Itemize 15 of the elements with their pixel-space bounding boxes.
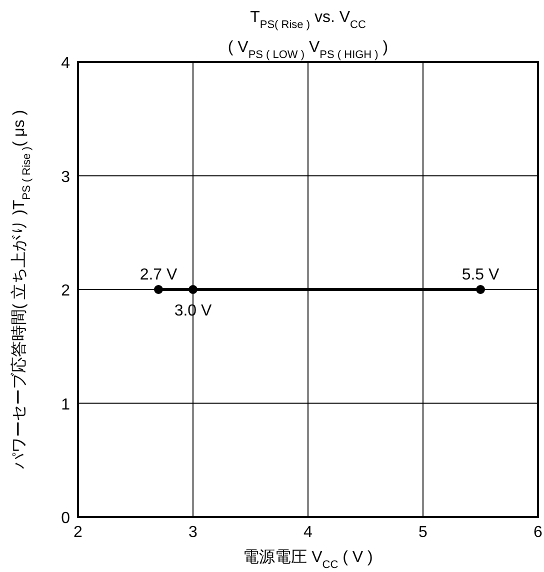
chart-title: T$_{PS( Rise )}$ vs. V$_{CC}$	[250, 9, 366, 31]
chart-subtitle: ( V$_{PS ( LOW )}$ V$_{PS ( HIGH )}$ )	[228, 39, 388, 61]
x-tick-label: 2	[74, 524, 83, 541]
y-tick-label: 1	[61, 396, 70, 414]
y-tick-label: 0	[61, 510, 70, 527]
y-tick-label: 2	[61, 282, 70, 300]
x-tick-label: 6	[534, 524, 543, 541]
y-tick-label: 3	[61, 168, 70, 186]
x-tick-label: 3	[188, 524, 198, 541]
x-axis-title: 電源電圧 V$_{CC}$ ( V )	[243, 549, 373, 571]
annotation: 5.5 V	[462, 266, 500, 284]
x-tick-label: 4	[304, 524, 313, 541]
y-tick-label: 4	[61, 55, 70, 72]
annotation: 2.7 V	[140, 266, 178, 284]
x-tick-label: 5	[418, 524, 428, 541]
